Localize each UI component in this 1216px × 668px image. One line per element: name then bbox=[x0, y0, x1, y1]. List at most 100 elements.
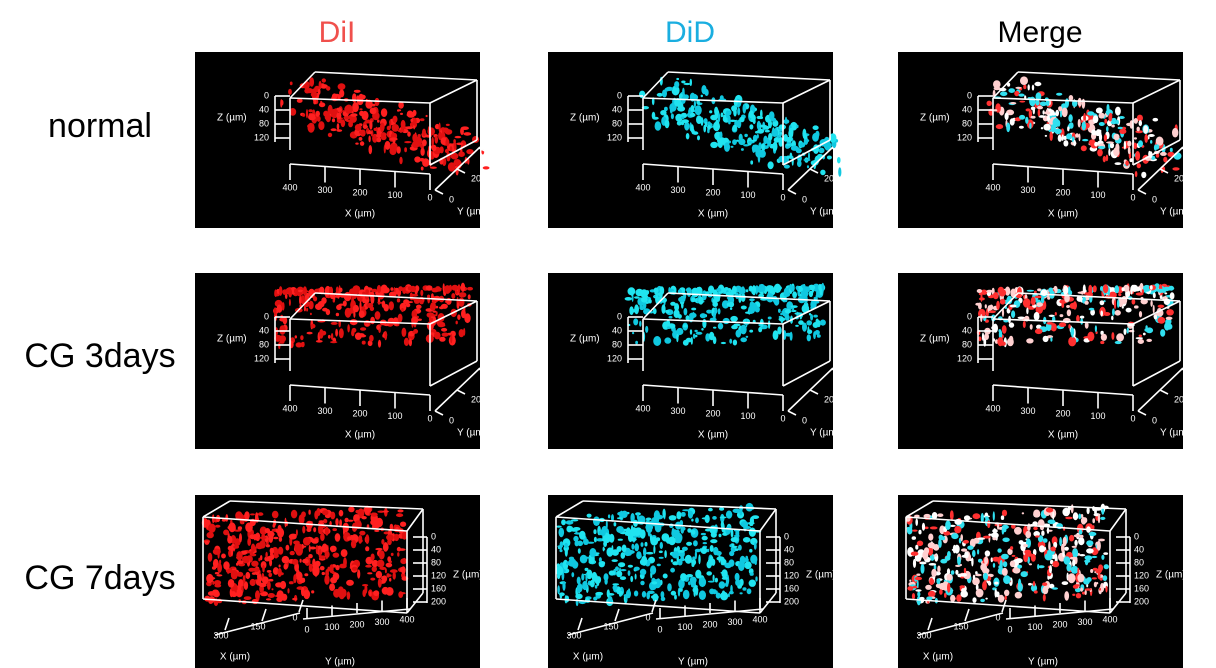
signal bbox=[696, 332, 703, 335]
signal bbox=[813, 322, 819, 328]
signal bbox=[456, 321, 458, 325]
signal bbox=[306, 308, 308, 312]
signal bbox=[577, 583, 582, 592]
signal bbox=[820, 320, 826, 326]
signal bbox=[996, 124, 1003, 129]
signal bbox=[657, 93, 663, 97]
signal bbox=[665, 120, 670, 129]
signal bbox=[328, 109, 331, 111]
signal bbox=[989, 310, 996, 313]
signal bbox=[713, 575, 715, 582]
signal bbox=[780, 132, 782, 135]
signal bbox=[1099, 113, 1105, 119]
signal bbox=[987, 520, 990, 528]
signal bbox=[1071, 566, 1078, 574]
tick-label: 0 bbox=[1007, 624, 1012, 634]
signal bbox=[1131, 285, 1138, 292]
tick-label: 400 bbox=[399, 614, 414, 624]
signal bbox=[761, 143, 765, 150]
signal bbox=[1128, 147, 1131, 154]
signal bbox=[441, 328, 447, 332]
signal bbox=[311, 92, 318, 98]
signal bbox=[332, 118, 335, 122]
signal bbox=[732, 125, 737, 132]
signal bbox=[947, 574, 953, 581]
signal bbox=[621, 552, 626, 559]
signal bbox=[1039, 545, 1045, 552]
signal bbox=[267, 581, 271, 590]
signal bbox=[221, 554, 226, 559]
signal bbox=[1146, 339, 1152, 342]
signal bbox=[751, 140, 756, 142]
signal bbox=[620, 576, 626, 580]
signal bbox=[676, 511, 681, 519]
signal bbox=[683, 83, 690, 85]
signal bbox=[669, 515, 677, 520]
signal bbox=[702, 517, 709, 519]
signal bbox=[1023, 544, 1028, 547]
signal bbox=[1031, 116, 1036, 119]
signal bbox=[690, 329, 692, 335]
signal bbox=[702, 319, 706, 329]
signal bbox=[257, 576, 262, 581]
signal bbox=[678, 314, 682, 319]
signal bbox=[1054, 129, 1061, 134]
tick-label: 160 bbox=[1134, 583, 1149, 593]
signal bbox=[721, 342, 726, 344]
signal bbox=[964, 568, 966, 573]
signal bbox=[280, 99, 282, 108]
tick-label: 0 bbox=[1134, 531, 1139, 541]
signal bbox=[994, 582, 998, 585]
signal bbox=[1111, 121, 1117, 125]
tick-label: 120 bbox=[1134, 570, 1149, 580]
signal bbox=[662, 90, 667, 98]
signal bbox=[806, 320, 812, 325]
signal bbox=[625, 297, 632, 301]
signal bbox=[289, 534, 297, 540]
signal bbox=[651, 581, 657, 584]
signal bbox=[420, 148, 424, 156]
signal bbox=[687, 528, 691, 533]
signal bbox=[732, 139, 737, 145]
signal bbox=[333, 553, 340, 558]
signal bbox=[431, 316, 433, 318]
signal bbox=[672, 551, 679, 558]
tick-label: 400 bbox=[635, 182, 650, 192]
signal bbox=[681, 302, 684, 309]
signal bbox=[1085, 588, 1092, 591]
signal bbox=[681, 119, 689, 123]
signal bbox=[1117, 299, 1119, 308]
signal bbox=[377, 285, 381, 293]
signal bbox=[719, 581, 726, 589]
signal bbox=[444, 285, 451, 294]
y-axis-label: Y (µm) bbox=[1160, 428, 1190, 439]
signal bbox=[662, 509, 665, 519]
signal bbox=[1124, 141, 1126, 150]
tick-label: 80 bbox=[431, 557, 441, 567]
signal bbox=[467, 287, 473, 291]
signal bbox=[289, 581, 294, 584]
signal bbox=[986, 290, 993, 293]
tick-label: 0 bbox=[449, 194, 454, 204]
signal bbox=[562, 581, 565, 591]
signal bbox=[280, 341, 285, 344]
signal bbox=[676, 78, 679, 80]
signal bbox=[768, 320, 770, 329]
tick-label: 0 bbox=[657, 624, 662, 634]
signal bbox=[1025, 531, 1031, 538]
signal bbox=[663, 574, 668, 579]
signal bbox=[292, 598, 297, 600]
signal bbox=[815, 330, 820, 335]
signal bbox=[621, 511, 627, 518]
signal bbox=[1092, 556, 1098, 558]
signal bbox=[753, 119, 756, 124]
signal bbox=[422, 158, 429, 167]
signal bbox=[699, 590, 706, 600]
signal bbox=[964, 515, 970, 520]
signal bbox=[627, 550, 635, 554]
signal bbox=[1118, 293, 1121, 296]
row-label: CG 7days bbox=[24, 559, 175, 597]
signal bbox=[1073, 140, 1076, 146]
signal bbox=[1033, 581, 1035, 587]
signal bbox=[991, 326, 997, 330]
